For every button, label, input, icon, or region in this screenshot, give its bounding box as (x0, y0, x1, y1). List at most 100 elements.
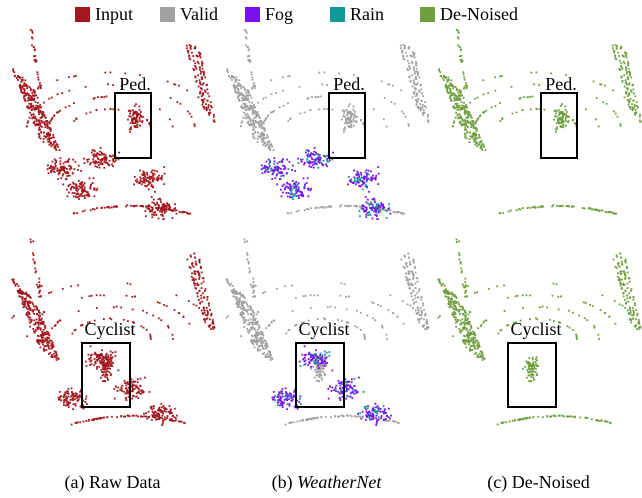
point (299, 86, 301, 88)
point (415, 287, 417, 289)
point (339, 382, 341, 384)
point (36, 313, 38, 315)
point (197, 296, 199, 298)
point (344, 122, 346, 124)
point (329, 351, 331, 353)
point (68, 406, 70, 408)
point (574, 122, 576, 124)
point (274, 161, 276, 163)
point (100, 159, 102, 161)
point (377, 203, 379, 205)
point (84, 190, 86, 192)
point (112, 155, 114, 157)
point (337, 391, 339, 393)
point (584, 208, 586, 210)
point (314, 161, 316, 163)
point (620, 125, 622, 127)
point (310, 166, 312, 168)
point (408, 257, 410, 259)
point (322, 355, 324, 357)
point (203, 74, 205, 76)
point (627, 88, 629, 90)
point (188, 55, 190, 57)
point (180, 212, 182, 214)
point (386, 210, 388, 212)
point (425, 313, 427, 315)
point (40, 132, 42, 134)
point (376, 215, 378, 217)
point (318, 367, 320, 369)
point (593, 81, 595, 83)
point (532, 96, 534, 98)
point (293, 391, 295, 393)
point (415, 88, 417, 90)
point (246, 32, 248, 34)
point (75, 422, 77, 424)
point (287, 394, 289, 396)
point (70, 399, 72, 401)
point (288, 192, 290, 194)
point (33, 313, 35, 315)
point (346, 309, 348, 311)
point (40, 110, 42, 112)
point (50, 171, 52, 173)
point (278, 401, 280, 403)
point (299, 398, 301, 400)
point (109, 160, 111, 162)
point (166, 305, 168, 307)
point (300, 403, 302, 405)
point (275, 168, 277, 170)
point (380, 207, 382, 209)
point (162, 418, 164, 420)
point (210, 328, 212, 330)
point (151, 214, 153, 216)
point (252, 108, 254, 110)
point (472, 121, 474, 123)
point (38, 292, 40, 294)
point (417, 278, 419, 280)
point (233, 84, 235, 86)
point (630, 77, 632, 79)
point (276, 175, 278, 177)
point (59, 163, 61, 165)
point (292, 180, 294, 182)
point (87, 161, 89, 163)
point (35, 101, 37, 103)
point (195, 261, 197, 263)
point (477, 118, 479, 120)
point (247, 46, 249, 48)
point (166, 205, 168, 207)
point (257, 141, 259, 143)
point (271, 178, 273, 180)
point (36, 327, 38, 329)
point (457, 108, 459, 110)
point (102, 154, 104, 156)
point (147, 174, 149, 176)
point (259, 333, 261, 335)
point (139, 125, 141, 127)
point (104, 362, 106, 364)
point (205, 314, 207, 316)
point (453, 92, 455, 94)
point (98, 153, 100, 155)
point (104, 376, 106, 378)
point (91, 295, 93, 297)
point (39, 290, 41, 292)
point (287, 396, 289, 398)
point (459, 98, 461, 100)
point (129, 129, 131, 131)
point (94, 189, 96, 191)
legend-label: Input (95, 4, 133, 24)
point (333, 389, 335, 391)
point (365, 185, 367, 187)
point (153, 199, 155, 201)
point (365, 206, 367, 208)
point (90, 209, 92, 211)
point (290, 212, 292, 214)
point (49, 339, 51, 341)
point (56, 170, 58, 172)
point (373, 211, 375, 213)
point (355, 325, 357, 327)
point (251, 322, 253, 324)
point (260, 338, 262, 340)
